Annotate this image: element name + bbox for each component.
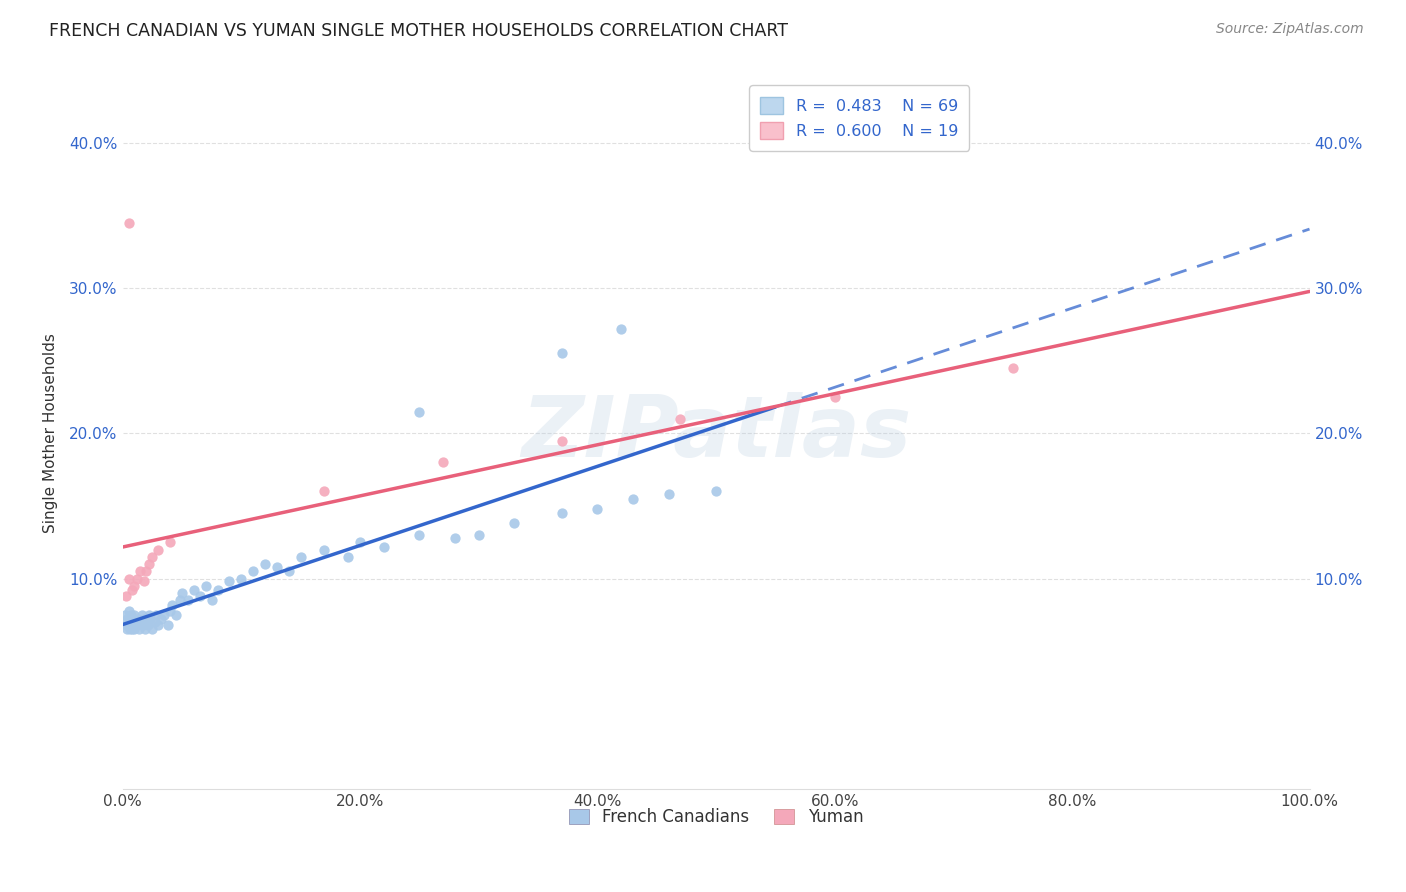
Text: FRENCH CANADIAN VS YUMAN SINGLE MOTHER HOUSEHOLDS CORRELATION CHART: FRENCH CANADIAN VS YUMAN SINGLE MOTHER H… — [49, 22, 789, 40]
Point — [1001, 361, 1024, 376]
Point — [149, 612, 172, 626]
Point — [408, 404, 430, 418]
Point — [162, 598, 184, 612]
Point — [156, 618, 179, 632]
Point — [621, 491, 644, 506]
Point — [124, 615, 146, 629]
Point — [139, 612, 162, 626]
Point — [201, 593, 224, 607]
Point — [177, 593, 200, 607]
Point — [132, 618, 155, 632]
Point — [124, 623, 146, 637]
Point — [136, 618, 159, 632]
Point — [122, 618, 145, 632]
Point — [148, 618, 170, 632]
Point — [131, 607, 153, 622]
Point — [314, 542, 336, 557]
Point — [169, 593, 191, 607]
Point — [117, 216, 139, 230]
Point — [467, 528, 489, 542]
Point — [135, 565, 157, 579]
Point — [143, 615, 166, 629]
Point — [231, 572, 253, 586]
Point — [117, 612, 139, 626]
Point — [124, 607, 146, 622]
Point — [117, 603, 139, 617]
Point — [118, 623, 141, 637]
Point — [117, 615, 139, 629]
Text: Source: ZipAtlas.com: Source: ZipAtlas.com — [1216, 22, 1364, 37]
Point — [218, 574, 240, 589]
Point — [207, 583, 229, 598]
Point — [115, 618, 138, 632]
Point — [290, 549, 312, 564]
Point — [138, 557, 160, 571]
Point — [824, 390, 846, 404]
Point — [132, 574, 155, 589]
Y-axis label: Single Mother Households: Single Mother Households — [44, 334, 58, 533]
Point — [128, 623, 150, 637]
Point — [120, 618, 142, 632]
Point — [145, 607, 167, 622]
Point — [134, 623, 156, 637]
Point — [669, 412, 692, 426]
Point — [153, 607, 176, 622]
Point — [277, 565, 299, 579]
Point — [138, 607, 160, 622]
Point — [503, 516, 526, 531]
Point — [122, 612, 145, 626]
Point — [253, 557, 276, 571]
Point — [586, 501, 609, 516]
Point — [121, 623, 143, 637]
Point — [551, 506, 574, 520]
Point — [194, 579, 217, 593]
Point — [114, 607, 136, 622]
Point — [125, 618, 148, 632]
Point — [188, 589, 211, 603]
Point — [141, 623, 163, 637]
Point — [432, 455, 454, 469]
Point — [337, 549, 360, 564]
Legend: French Canadians, Yuman: French Canadians, Yuman — [561, 799, 872, 834]
Point — [124, 579, 146, 593]
Point — [120, 607, 142, 622]
Point — [610, 322, 633, 336]
Point — [170, 586, 193, 600]
Point — [165, 607, 187, 622]
Point — [551, 346, 574, 360]
Point — [132, 612, 155, 626]
Point — [121, 615, 143, 629]
Point — [373, 540, 395, 554]
Point — [141, 549, 163, 564]
Point — [704, 484, 727, 499]
Point — [127, 612, 149, 626]
Point — [349, 535, 371, 549]
Point — [242, 565, 264, 579]
Point — [117, 572, 139, 586]
Point — [266, 560, 288, 574]
Point — [135, 615, 157, 629]
Point — [117, 623, 139, 637]
Point — [115, 589, 138, 603]
Point — [444, 531, 467, 545]
Point — [129, 615, 152, 629]
Point — [408, 528, 430, 542]
Point — [129, 565, 152, 579]
Point — [551, 434, 574, 448]
Point — [183, 583, 205, 598]
Text: ZIPatlas: ZIPatlas — [522, 392, 911, 475]
Point — [658, 487, 681, 501]
Point — [125, 572, 148, 586]
Point — [314, 484, 336, 499]
Point — [148, 542, 170, 557]
Point — [118, 611, 141, 625]
Point — [159, 603, 181, 617]
Point — [121, 583, 143, 598]
Point — [159, 535, 181, 549]
